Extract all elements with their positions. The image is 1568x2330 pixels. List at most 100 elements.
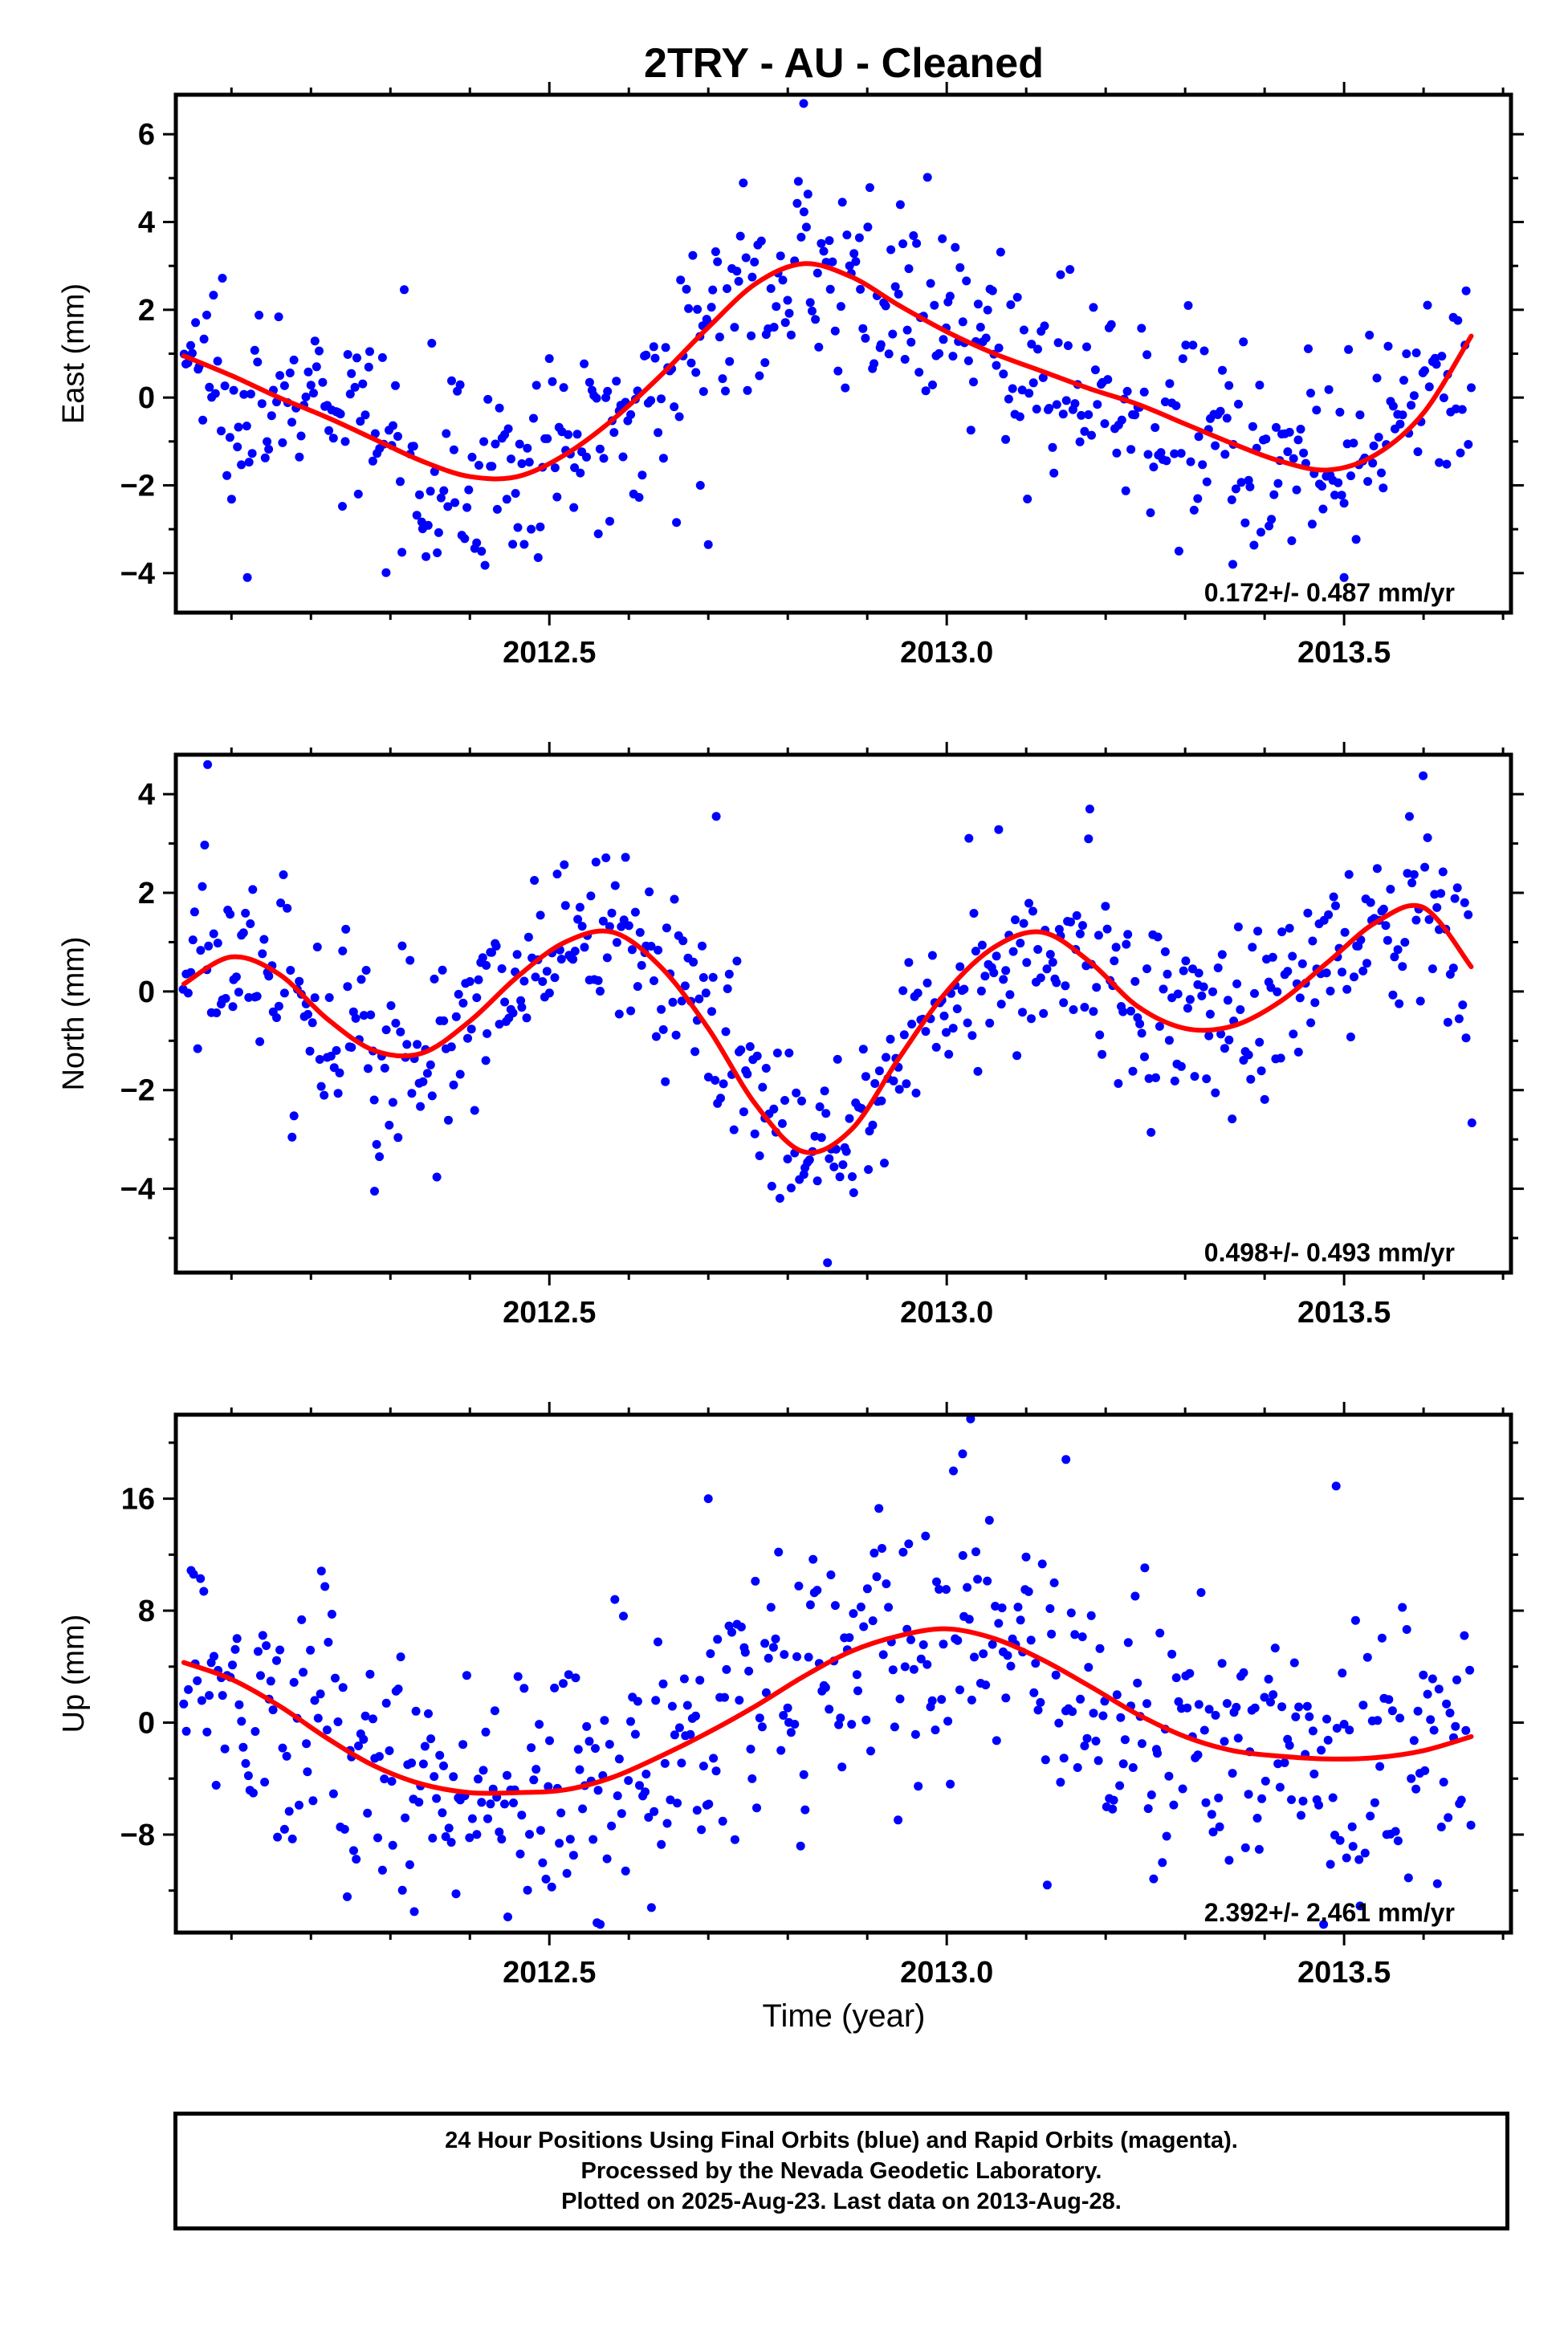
data-point	[209, 929, 218, 939]
data-point-outlier	[593, 1918, 602, 1928]
data-point	[630, 907, 640, 917]
footer-box: 24 Hour Positions Using Final Orbits (bl…	[173, 2112, 1509, 2230]
data-point	[1178, 1784, 1187, 1794]
data-point-outlier	[203, 760, 213, 769]
data-point	[364, 1064, 373, 1073]
data-point	[1236, 1005, 1245, 1014]
data-point	[1140, 1563, 1150, 1573]
data-point	[179, 1699, 189, 1709]
data-point	[999, 369, 1008, 379]
data-point	[1061, 981, 1070, 991]
data-point	[817, 1133, 826, 1143]
data-point	[449, 445, 458, 454]
data-point	[523, 443, 532, 453]
data-point	[713, 1635, 723, 1644]
data-point	[310, 336, 320, 346]
data-point	[878, 1544, 886, 1553]
data-point	[1130, 976, 1140, 986]
data-point	[1457, 405, 1467, 414]
data-point	[858, 1045, 868, 1054]
data-point	[657, 1839, 666, 1849]
data-point	[541, 1874, 551, 1884]
data-point	[268, 1705, 278, 1715]
data-point	[584, 1737, 594, 1746]
data-point	[646, 396, 656, 405]
data-point	[780, 1096, 789, 1105]
data-point	[559, 1679, 568, 1688]
data-point	[1466, 1820, 1476, 1830]
data-point	[1123, 1638, 1133, 1648]
data-point	[1174, 1697, 1183, 1706]
data-point	[1027, 340, 1037, 349]
data-point	[1053, 338, 1063, 348]
data-point	[1358, 1701, 1368, 1710]
data-point	[205, 382, 214, 392]
data-point	[1398, 962, 1407, 972]
data-point	[1183, 1703, 1192, 1713]
data-point	[910, 1729, 920, 1739]
data-point	[784, 1049, 794, 1057]
data-point	[727, 1627, 736, 1637]
data-point	[1231, 484, 1240, 494]
data-point	[1360, 1848, 1370, 1858]
data-point	[328, 434, 338, 443]
data-point	[845, 261, 854, 271]
data-point	[1297, 1811, 1305, 1820]
data-point	[973, 299, 983, 309]
data-point	[1223, 996, 1232, 1005]
data-point	[830, 1601, 840, 1611]
data-point	[1297, 959, 1307, 968]
data-point	[1217, 950, 1227, 959]
data-point	[1155, 1628, 1165, 1638]
data-point	[1337, 491, 1346, 500]
data-point	[1393, 945, 1403, 955]
data-point	[1317, 1745, 1326, 1755]
data-point	[601, 853, 611, 862]
data-point	[576, 468, 585, 478]
data-point	[721, 386, 730, 396]
data-point	[911, 1088, 921, 1098]
data-point	[1220, 1737, 1229, 1746]
data-point	[698, 387, 708, 397]
data-point	[1211, 441, 1220, 450]
data-point	[255, 311, 264, 320]
data-point	[967, 1031, 977, 1041]
data-point	[650, 976, 658, 985]
data-point	[533, 553, 543, 562]
data-point	[927, 951, 937, 960]
data-point	[635, 1781, 644, 1790]
data-point	[1224, 381, 1234, 390]
data-point	[396, 1652, 405, 1662]
data-point	[1018, 1008, 1027, 1017]
data-point	[503, 1912, 512, 1921]
data-point	[898, 239, 908, 249]
data-point	[1415, 996, 1425, 1006]
data-point	[422, 1069, 432, 1078]
data-point	[650, 353, 660, 363]
data-point	[1146, 1790, 1156, 1799]
x-tick-label: 2013.5	[1297, 1956, 1391, 1990]
data-point	[691, 368, 701, 377]
data-point	[517, 459, 527, 468]
data-point	[741, 253, 751, 263]
data-point	[1072, 910, 1081, 920]
data-point	[477, 1798, 487, 1807]
data-point	[882, 1579, 891, 1589]
data-point	[948, 352, 958, 361]
data-point	[1137, 1739, 1146, 1749]
data-point	[478, 953, 487, 963]
data-point	[189, 1570, 198, 1579]
data-point	[257, 399, 267, 409]
data-point	[196, 1574, 206, 1583]
data-point	[734, 276, 743, 286]
data-point	[800, 1805, 810, 1815]
data-point	[571, 1673, 580, 1683]
data-point	[784, 308, 794, 318]
data-point	[218, 1691, 227, 1701]
data-point	[212, 1008, 222, 1017]
data-point	[517, 1811, 527, 1820]
data-point	[825, 236, 834, 246]
data-point	[1351, 535, 1361, 544]
data-point	[1068, 1707, 1077, 1717]
data-point	[1224, 1035, 1234, 1045]
